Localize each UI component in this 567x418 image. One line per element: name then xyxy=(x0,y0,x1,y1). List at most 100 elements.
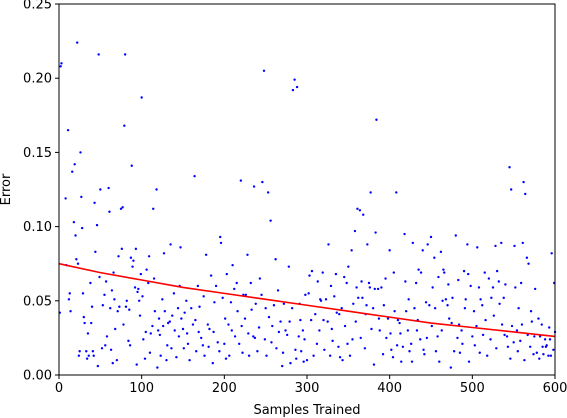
data-point xyxy=(137,287,140,291)
data-point xyxy=(262,69,266,72)
data-point xyxy=(351,338,354,341)
data-point xyxy=(148,351,152,354)
data-point xyxy=(152,277,156,280)
data-point xyxy=(417,268,420,271)
data-point xyxy=(116,309,119,313)
data-point xyxy=(89,281,92,285)
data-point xyxy=(224,357,228,360)
data-point xyxy=(400,360,403,363)
data-point xyxy=(433,256,436,259)
data-point xyxy=(424,301,428,304)
data-point xyxy=(115,358,119,362)
data-point xyxy=(523,358,526,362)
data-point xyxy=(90,321,93,325)
data-point xyxy=(127,339,130,343)
data-point xyxy=(541,345,544,348)
x-tick-label: 0 xyxy=(55,381,63,396)
data-point xyxy=(79,151,82,154)
data-point xyxy=(382,304,386,307)
data-point xyxy=(308,274,311,277)
data-point xyxy=(504,283,507,286)
data-point xyxy=(76,262,80,265)
data-point xyxy=(548,326,551,329)
data-point xyxy=(529,345,532,348)
data-point xyxy=(532,353,535,356)
data-point xyxy=(547,354,550,357)
data-point xyxy=(533,335,536,338)
data-point xyxy=(419,271,423,274)
data-point xyxy=(359,336,362,340)
data-point xyxy=(94,250,97,254)
data-point xyxy=(117,255,120,258)
data-point xyxy=(512,341,515,344)
data-point xyxy=(124,305,128,308)
data-point xyxy=(91,350,95,353)
data-point xyxy=(377,317,381,320)
data-point xyxy=(307,292,310,295)
data-point xyxy=(438,360,441,363)
data-point xyxy=(478,351,481,354)
data-point xyxy=(190,307,193,310)
data-point xyxy=(165,358,168,362)
data-point xyxy=(490,296,493,300)
y-tick-label: 0.25 xyxy=(23,0,52,13)
y-axis-title: Error xyxy=(0,173,14,205)
data-point xyxy=(503,333,506,337)
data-point xyxy=(99,188,102,191)
data-point xyxy=(391,355,395,359)
data-point xyxy=(352,302,355,305)
data-point xyxy=(230,329,233,332)
data-point xyxy=(287,265,291,268)
data-point xyxy=(433,307,437,310)
data-point xyxy=(60,62,63,65)
data-point xyxy=(472,309,476,313)
x-tick-label: 100 xyxy=(129,381,154,396)
data-point xyxy=(291,88,295,92)
data-point xyxy=(363,347,367,350)
data-point xyxy=(173,329,176,332)
data-point xyxy=(393,309,396,313)
data-point xyxy=(535,351,539,354)
data-point xyxy=(537,317,540,320)
data-point xyxy=(284,329,287,332)
data-point xyxy=(261,180,264,184)
data-point xyxy=(355,286,358,289)
data-point xyxy=(285,333,289,337)
data-point xyxy=(179,246,182,249)
data-point xyxy=(476,246,479,249)
data-point xyxy=(147,255,151,258)
y-tick-label: 0.20 xyxy=(23,72,52,87)
data-point xyxy=(411,241,415,245)
data-point xyxy=(276,289,280,292)
data-point xyxy=(337,345,340,348)
data-point xyxy=(104,280,108,283)
data-point xyxy=(195,350,198,353)
data-point xyxy=(144,330,147,334)
data-point xyxy=(440,329,443,332)
data-point xyxy=(477,286,481,289)
data-point xyxy=(300,350,303,353)
data-point xyxy=(223,317,227,320)
data-point xyxy=(249,281,252,285)
data-point xyxy=(548,338,552,341)
data-point xyxy=(233,287,236,291)
data-point xyxy=(323,348,326,351)
data-point xyxy=(231,263,234,267)
data-point xyxy=(497,280,500,283)
data-point xyxy=(182,347,186,350)
data-point xyxy=(508,166,511,169)
data-point xyxy=(431,286,434,289)
data-point xyxy=(343,275,346,279)
data-point xyxy=(171,314,174,317)
data-point xyxy=(398,321,401,325)
data-point xyxy=(132,259,135,262)
data-point xyxy=(252,335,255,338)
data-point xyxy=(113,298,116,301)
data-point xyxy=(247,332,250,335)
data-point xyxy=(338,312,341,316)
data-point xyxy=(471,335,474,338)
data-point xyxy=(302,360,305,363)
data-point xyxy=(263,338,267,341)
data-point xyxy=(250,308,253,311)
data-point xyxy=(246,253,249,256)
